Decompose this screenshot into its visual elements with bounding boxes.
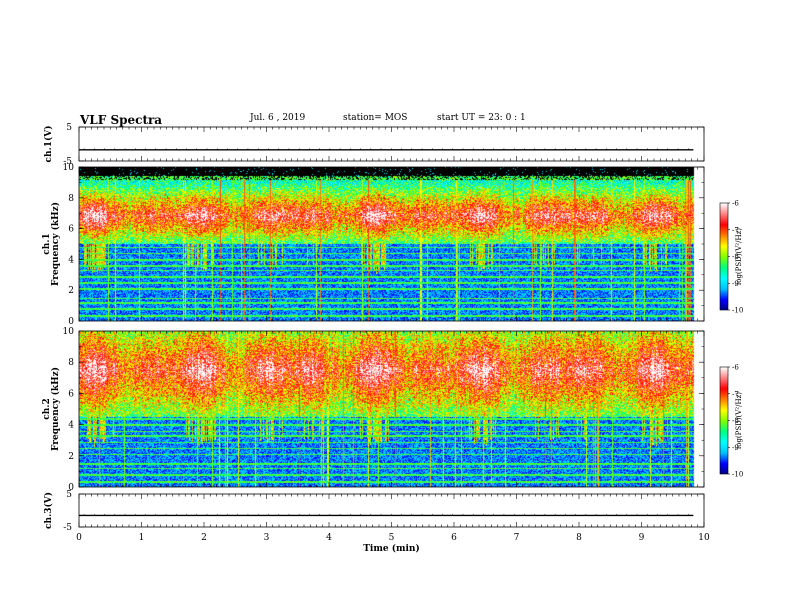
colorbars: -6 -7 -8 -9 -10 log(PSD)(V²/Hz) -6 -7 -8 -9 -10 log… [719, 200, 743, 479]
station-label: station= MOS [343, 113, 408, 123]
ch3-voltage-ylabel: ch.3(V) [43, 492, 54, 529]
x-tick-label: 5 [389, 533, 395, 543]
x-axis-label: Time (min) [363, 543, 420, 554]
x-tick-label: 2 [201, 533, 207, 543]
panel-frames [78, 126, 705, 528]
ch2-spectrogram-colorbar-tick-label: -9 [732, 444, 739, 452]
ch1-spectrogram-colorbar-fill [720, 203, 728, 310]
ch3-voltage-ytick-label: -5 [63, 523, 72, 533]
ch2-spectrogram-colorbar-tick-label: -8 [732, 417, 739, 425]
spectrogram-images [79, 167, 704, 487]
ch2-spectrogram-ytick-label: 6 [68, 389, 74, 399]
ch2-spectrogram-ytick-label: 2 [68, 452, 74, 462]
ch2-spectrogram-image [79, 331, 704, 487]
x-tick-label: 6 [451, 533, 457, 543]
ch2-spectrogram-colorbar-fill [720, 367, 728, 474]
ch1-voltage-ytick-label: -5 [63, 157, 72, 167]
ch1-spectrogram-colorbar-tick-label: -7 [732, 226, 739, 234]
ch2-spectrogram-ylabel: ch.2 [42, 398, 52, 419]
ch1-spectrogram-ytick-label: 2 [68, 286, 74, 296]
ch1-spectrogram-ytick-label: 0 [68, 317, 74, 327]
ch1-spectrogram-colorbar-tick-label: -8 [732, 253, 739, 261]
page-title: VLF Spectra [80, 113, 163, 127]
ch2-spectrogram-colorbar-tick-label: -10 [732, 471, 743, 479]
ch1-voltage-ytick-label: 5 [66, 123, 72, 133]
ch1-spectrogram-image [79, 167, 704, 321]
ch1-voltage-frame [78, 126, 705, 162]
x-tick-label: 7 [514, 533, 520, 543]
start-time-label: start UT = 23: 0 : 1 [437, 113, 526, 123]
ch2-spectrogram-colorbar-tick-label: -7 [732, 390, 739, 398]
ch1-spectrogram-ytick-label: 6 [68, 225, 74, 235]
ch1-spectrogram-colorbar-tick-label: -9 [732, 280, 739, 288]
ch1-spectrogram-ytick-label: 10 [63, 163, 75, 173]
x-tick-label: 9 [639, 533, 645, 543]
ch1-spectrogram-ylabel: ch.1 [42, 233, 52, 254]
x-tick-label: 0 [76, 533, 82, 543]
ch2-spectrogram-ytick-label: 10 [63, 327, 75, 337]
x-tick-label: 1 [139, 533, 145, 543]
ch1-spectrogram-ytick-label: 4 [68, 255, 74, 265]
ch2-spectrogram-ylabel-freq: Frequency (kHz) [50, 367, 61, 451]
x-tick-label: 10 [698, 533, 710, 543]
ch2-spectrogram-ytick-label: 0 [68, 483, 74, 493]
voltage-traces [79, 148, 694, 517]
ch2-spectrogram-ytick-label: 8 [68, 358, 74, 368]
ch1-spectrogram-ytick-label: 8 [68, 194, 74, 204]
ch1-spectrogram-ylabel-freq: Frequency (kHz) [50, 202, 61, 286]
x-tick-label: 3 [264, 533, 270, 543]
ch1-voltage-ylabel: ch.1(V) [43, 126, 54, 163]
ch2-spectrogram-colorbar-tick-label: -6 [732, 364, 739, 372]
ch3-voltage-ytick-label: 5 [66, 490, 72, 500]
ch1-spectrogram-colorbar-tick-label: -10 [732, 307, 743, 315]
ch2-spectrogram-colorbar-label: log(PSD)(V²/Hz) [735, 392, 743, 449]
ch1-spectrogram-colorbar-label: log(PSD)(V²/Hz) [735, 228, 743, 285]
ch1-spectrogram-colorbar-tick-label: -6 [732, 200, 739, 208]
x-tick-label: 8 [576, 533, 582, 543]
ch2-spectrogram-ytick-label: 4 [68, 421, 74, 431]
x-tick-label: 4 [326, 533, 332, 543]
date-label: Jul. 6 , 2019 [250, 113, 306, 123]
